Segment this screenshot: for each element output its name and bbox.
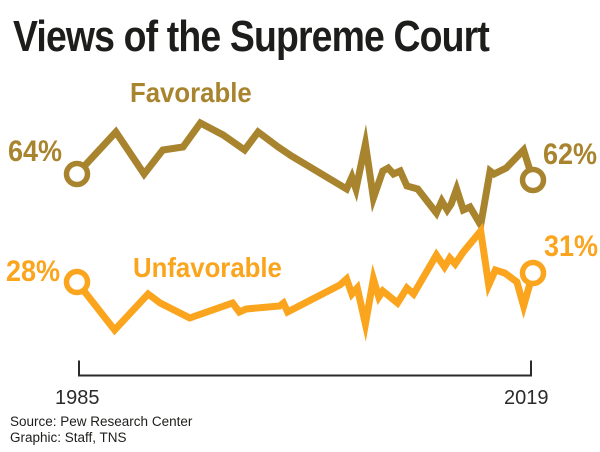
x-axis-bracket xyxy=(78,360,532,377)
graphic-credit-line: Graphic: Staff, TNS xyxy=(10,429,127,445)
source-credit: Source: Pew Research Center Graphic: Sta… xyxy=(10,414,192,445)
page-title: Views of the Supreme Court xyxy=(13,12,490,61)
unfavorable-end-marker xyxy=(519,259,547,287)
source-line: Source: Pew Research Center xyxy=(10,414,193,429)
unfavorable-series-label: Unfavorable xyxy=(133,252,282,283)
favorable-start-marker xyxy=(63,160,91,188)
favorable-series-label: Favorable xyxy=(130,77,252,108)
favorable-line xyxy=(74,118,537,235)
x-axis-tick-end: 2019 xyxy=(504,387,549,409)
unfavorable-start-marker xyxy=(63,268,91,296)
favorable-start-value: 64% xyxy=(8,135,63,168)
unfavorable-start-value: 28% xyxy=(6,255,61,288)
x-axis-tick-start: 1985 xyxy=(55,387,100,409)
favorable-end-value: 62% xyxy=(542,138,597,171)
favorable-end-marker xyxy=(519,166,547,194)
unfavorable-end-value: 31% xyxy=(543,230,598,263)
unfavorable-line xyxy=(74,222,537,342)
